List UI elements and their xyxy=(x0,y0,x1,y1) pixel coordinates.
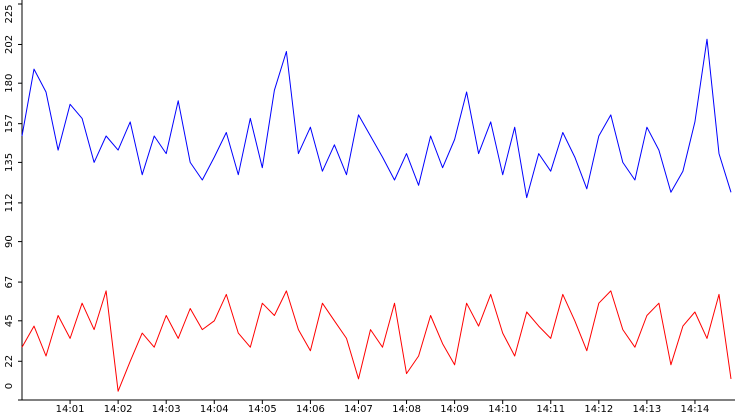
y-tick-label: 0 xyxy=(4,383,15,389)
x-tick-label: 14:02 xyxy=(104,404,133,415)
y-axis-ticks: 225 202 180 157 135 112 90 67 45 22 0 xyxy=(4,3,22,401)
y-tick-label: 45 xyxy=(4,314,15,327)
x-tick-label: 14:12 xyxy=(584,404,613,415)
x-tick-label: 14:06 xyxy=(296,404,325,415)
series-layer xyxy=(21,38,732,392)
x-tick-label: 14:05 xyxy=(248,404,277,415)
y-tick-label: 22 xyxy=(4,355,15,368)
y-tick-label: 225 xyxy=(4,4,15,23)
x-tick-label: 14:09 xyxy=(440,404,469,415)
y-tick-label: 135 xyxy=(4,153,15,172)
x-tick-label: 14:04 xyxy=(200,404,229,415)
y-tick-label: 157 xyxy=(4,114,15,133)
x-tick-label: 14:10 xyxy=(488,404,517,415)
x-tick-label: 14:01 xyxy=(56,404,85,415)
y-tick-label: 180 xyxy=(4,74,15,93)
x-axis-ticks: 14:01 14:02 14:03 14:04 14:05 14:06 14:07 14:08… xyxy=(56,400,710,415)
y-tick-label: 202 xyxy=(4,35,15,54)
x-tick-label: 14:08 xyxy=(392,404,421,415)
x-tick-label: 14:11 xyxy=(536,404,565,415)
x-tick-label: 14:14 xyxy=(681,404,710,415)
x-tick-label: 14:03 xyxy=(152,404,181,415)
series-line-2 xyxy=(21,290,732,392)
x-tick-label: 14:13 xyxy=(632,404,661,415)
series-line-1 xyxy=(21,38,732,199)
x-tick-label: 14:07 xyxy=(344,404,373,415)
y-tick-label: 90 xyxy=(4,235,15,248)
y-tick-label: 112 xyxy=(4,193,15,212)
y-tick-label: 67 xyxy=(4,276,15,289)
